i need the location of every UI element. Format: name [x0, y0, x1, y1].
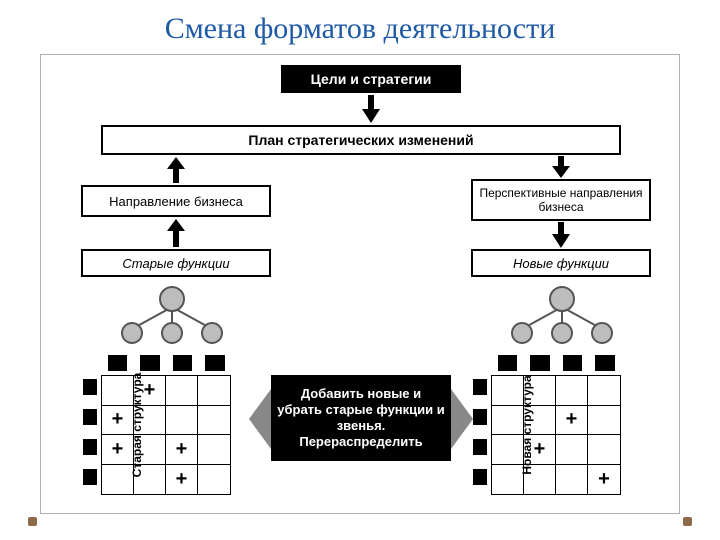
box-center: Добавить новые и убрать старые функции и… [271, 375, 451, 461]
box-direction-left: Направление бизнеса [81, 185, 271, 217]
arrow-up-icon [167, 219, 185, 247]
big-arrow-right-icon [451, 389, 473, 449]
matrix-left: Старая структура + + ++ + [101, 355, 231, 495]
tree-left [107, 285, 237, 345]
arrow-down-icon [552, 156, 570, 178]
matrix-right: Новая структура + + + [491, 355, 621, 495]
matrix-right-cells: + + + [491, 375, 621, 495]
big-arrow-left-icon [249, 389, 271, 449]
box-direction-right: Перспективные направления бизнеса [471, 179, 651, 221]
box-functions-left: Старые функции [81, 249, 271, 277]
arrow-down-icon [552, 222, 570, 248]
corner-dot-left-icon [28, 517, 37, 526]
matrix-left-cells: + + ++ + [101, 375, 231, 495]
diagram-container: Цели и стратегии План стратегических изм… [40, 54, 680, 514]
arrow-up-icon [167, 157, 185, 183]
box-functions-right: Новые функции [471, 249, 651, 277]
arrow-down-icon [362, 95, 380, 123]
box-plan: План стратегических изменений [101, 125, 621, 155]
page-title: Смена форматов деятельности [0, 0, 720, 54]
corner-dot-right-icon [683, 517, 692, 526]
box-goals: Цели и стратегии [281, 65, 461, 93]
tree-right [497, 285, 627, 345]
